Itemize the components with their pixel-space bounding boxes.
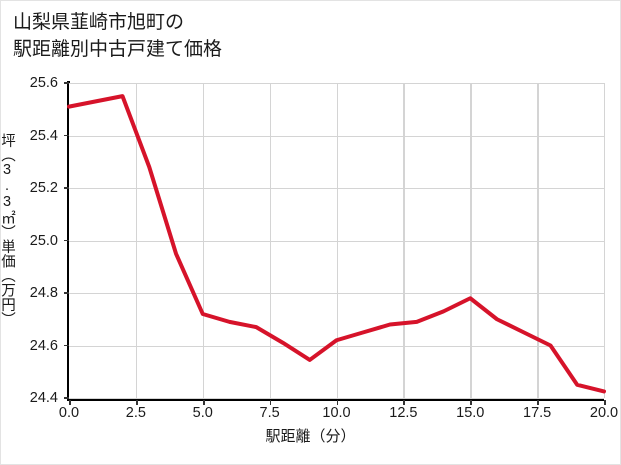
y-tick-mark [64,397,69,399]
x-axis-label: 駅距離（分） [265,428,356,445]
x-tick-label: 17.5 [523,405,552,421]
gridline-vertical [269,83,272,398]
x-tick-label: 15.0 [456,405,485,421]
x-tick-label: 5.0 [192,405,213,421]
x-tick-mark [69,400,71,405]
chart-title: 山梨県韮崎市旭町の 駅距離別中古戸建て価格 [13,12,223,60]
gridline-vertical [403,83,405,398]
x-tick-label: 7.5 [259,405,280,421]
gridline-vertical [470,83,472,398]
gridline-vertical [604,83,606,398]
y-tick-label: 24.6 [29,337,58,354]
y-tick-label: 25.4 [29,127,58,144]
x-tick-mark [202,400,205,405]
x-tick-mark [403,400,406,405]
y-tick-mark [64,239,69,242]
gridline-vertical [202,83,205,398]
y-tick-label: 24.4 [29,390,58,406]
plot-area [67,83,606,400]
x-tick-mark [269,400,272,405]
y-tick-mark [64,82,69,84]
y-tick-mark [64,344,69,347]
y-tick-label: 25.0 [29,232,58,249]
gridline-vertical [537,83,539,398]
x-tick-label: 0.0 [58,405,80,421]
y-tick-mark [64,292,69,294]
x-tick-mark [135,400,138,405]
gridline-vertical [135,83,138,398]
y-axis-label: 坪（3.3㎡）単価（万円） [0,133,15,326]
x-tick-mark [470,400,473,405]
y-tick-mark [64,187,69,189]
x-tick-label: 10.0 [322,405,351,421]
gridline-horizontal [69,398,604,400]
x-tick-mark [537,400,539,405]
x-tick-mark [336,400,339,405]
y-tick-label: 25.6 [29,75,58,91]
x-tick-label: 20.0 [589,405,619,421]
y-tick-label: 25.2 [29,180,58,196]
x-axis-spine [67,398,604,401]
x-tick-mark [604,400,606,405]
x-tick-label: 2.5 [125,405,146,421]
y-tick-mark [64,134,69,137]
gridline-vertical [336,83,338,398]
y-tick-label: 24.8 [29,285,58,301]
x-tick-label: 12.5 [389,405,418,421]
price-line-series [67,94,606,394]
